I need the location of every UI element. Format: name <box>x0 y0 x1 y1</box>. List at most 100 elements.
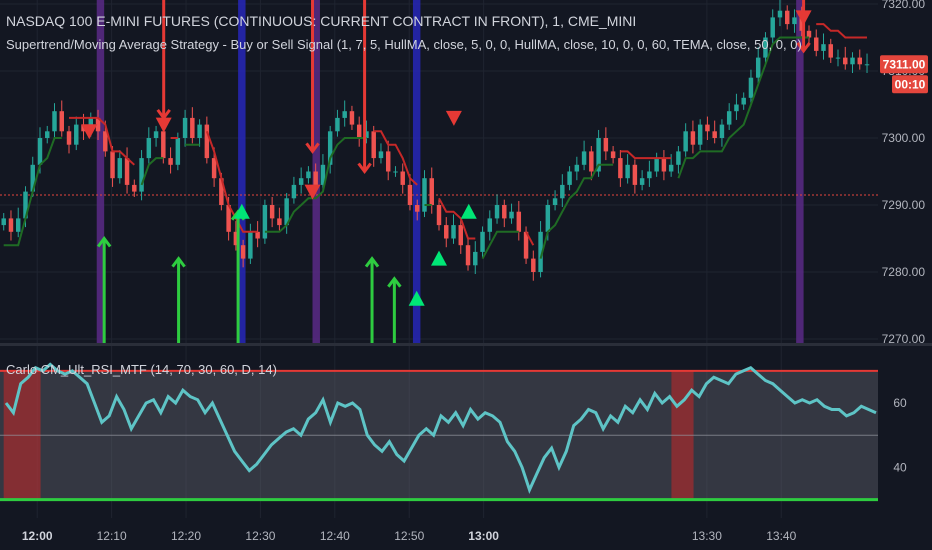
candle-body <box>835 57 841 59</box>
time-tick-label: 13:40 <box>766 529 796 543</box>
candle-body <box>444 225 449 239</box>
candle-body <box>523 231 529 259</box>
supertrend-up-line <box>3 36 809 260</box>
signal-markers <box>81 0 812 343</box>
candle-body <box>821 44 826 51</box>
buy-arrow-head <box>364 256 380 268</box>
candle-body <box>400 171 405 185</box>
candle-body <box>313 171 318 185</box>
indicator-legend[interactable]: Supertrend/Moving Average Strategy - Buy… <box>6 37 802 52</box>
candle-body <box>436 205 442 226</box>
candle-body <box>59 111 64 132</box>
candle-body <box>356 124 362 138</box>
candle-body <box>458 225 463 246</box>
candle-body <box>690 131 696 145</box>
candle-body <box>748 77 754 98</box>
buy-arrow-head <box>387 276 402 288</box>
main-pane-grid <box>0 0 878 343</box>
candle-body <box>103 131 108 152</box>
time-axis[interactable]: 12:00 12:10 12:20 12:30 12:40 12:50 13:00 13:30… <box>22 529 797 543</box>
time-tick-label: 12:30 <box>245 529 275 543</box>
candle-body <box>480 231 485 252</box>
candle-body <box>603 138 609 152</box>
buy-arrow-head <box>171 256 186 268</box>
buy-triangle <box>233 203 250 219</box>
candle-body <box>726 111 732 125</box>
candle-body <box>712 131 717 138</box>
candle-body <box>248 231 253 259</box>
candle-body <box>52 111 57 132</box>
candle-body <box>676 151 681 165</box>
candle-body <box>23 191 28 219</box>
candle-body <box>219 178 224 205</box>
candle-body <box>124 158 130 185</box>
candle-body <box>335 117 340 132</box>
candle-body <box>843 57 848 65</box>
candle-body <box>502 205 507 219</box>
candle-body <box>8 218 14 232</box>
candle-body <box>741 97 746 105</box>
candle-body <box>284 198 289 226</box>
candle-body <box>618 158 623 179</box>
candle-body <box>487 218 493 232</box>
candle-body <box>552 198 558 205</box>
candle-body <box>545 205 551 232</box>
price-axis[interactable]: 7270.007280.007290.007300.007310.007320.… <box>882 0 926 346</box>
chart-title: NASDAQ 100 E-MINI FUTURES (CONTINUOUS: C… <box>6 13 636 29</box>
candle-body <box>850 57 855 65</box>
candle-body <box>734 104 739 112</box>
candle-body <box>226 205 231 232</box>
buy-triangle <box>431 250 447 266</box>
candle-body <box>262 205 268 239</box>
candle-body <box>697 124 703 145</box>
time-tick-label: 12:40 <box>320 529 350 543</box>
candle-body <box>683 131 688 152</box>
candle-body <box>320 164 326 185</box>
session-band <box>96 0 105 343</box>
candle-body <box>763 37 768 58</box>
candle-body <box>378 151 384 159</box>
candle-body <box>277 218 282 226</box>
price-tick-label: 7290.00 <box>882 198 926 212</box>
price-tick-label: 7320.00 <box>882 0 926 11</box>
price-tick-label: 7270.00 <box>882 332 926 346</box>
rsi-pane-grid <box>36 346 782 518</box>
candle-body <box>393 171 398 173</box>
rsi-axis[interactable]: 40 60 <box>893 396 907 474</box>
candle-body <box>719 124 725 138</box>
time-tick-label: 12:00 <box>22 529 53 543</box>
candle-body <box>407 184 413 205</box>
candle-body <box>857 57 863 65</box>
candle-body <box>110 151 115 179</box>
candle-body <box>538 231 543 272</box>
candle-body <box>654 158 659 172</box>
sell-triangle <box>795 10 812 26</box>
buy-triangle <box>460 203 477 219</box>
candle-body <box>574 164 580 172</box>
candle-body <box>168 158 173 165</box>
candle-body <box>1 218 6 226</box>
candle-body <box>632 164 638 185</box>
candle-body <box>30 164 35 192</box>
candle-body <box>15 218 21 232</box>
candle-body <box>132 184 137 192</box>
candle-body <box>509 211 514 219</box>
time-tick-label: 12:20 <box>171 529 201 543</box>
last-price-label: 7311.00 <box>883 57 926 71</box>
candle-body <box>581 151 587 165</box>
candle-body <box>161 131 166 159</box>
rsi-legend[interactable]: Carlo CM_Ult_RSI_MTF (14, 70, 30, 60, D,… <box>6 362 277 377</box>
candle-body <box>828 44 833 58</box>
candle-body <box>647 171 652 179</box>
candle-body <box>233 231 239 246</box>
candle-body <box>799 17 804 31</box>
pane-separator[interactable] <box>0 343 932 346</box>
rsi-tick-label: 40 <box>893 460 907 474</box>
candle-body <box>814 37 819 51</box>
candle-body <box>610 151 616 159</box>
time-tick-label: 12:50 <box>394 529 424 543</box>
candle-body <box>153 131 159 138</box>
candle-body <box>864 64 870 66</box>
